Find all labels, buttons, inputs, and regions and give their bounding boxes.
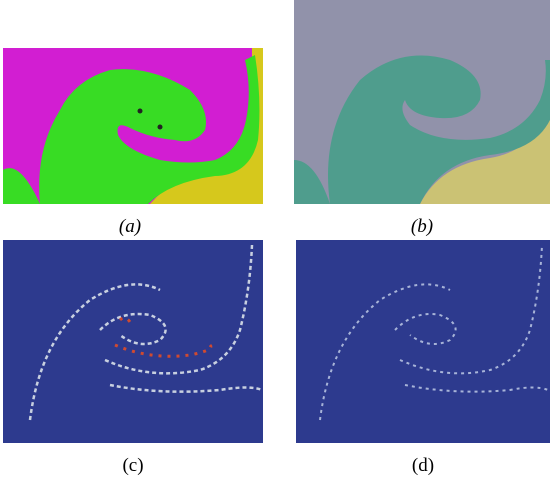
panel-a-image bbox=[3, 48, 263, 204]
panel-label: (b) bbox=[392, 216, 452, 238]
panel-label: (c) bbox=[103, 455, 163, 477]
panel-b-image bbox=[294, 0, 550, 204]
panel-c-image bbox=[3, 240, 263, 443]
panel-label: (d) bbox=[393, 455, 453, 477]
figure: (a) (b) (c) (d) bbox=[0, 0, 551, 483]
panel-label: (a) bbox=[100, 216, 160, 238]
panels bbox=[0, 0, 551, 483]
panel-d-image bbox=[296, 240, 550, 443]
